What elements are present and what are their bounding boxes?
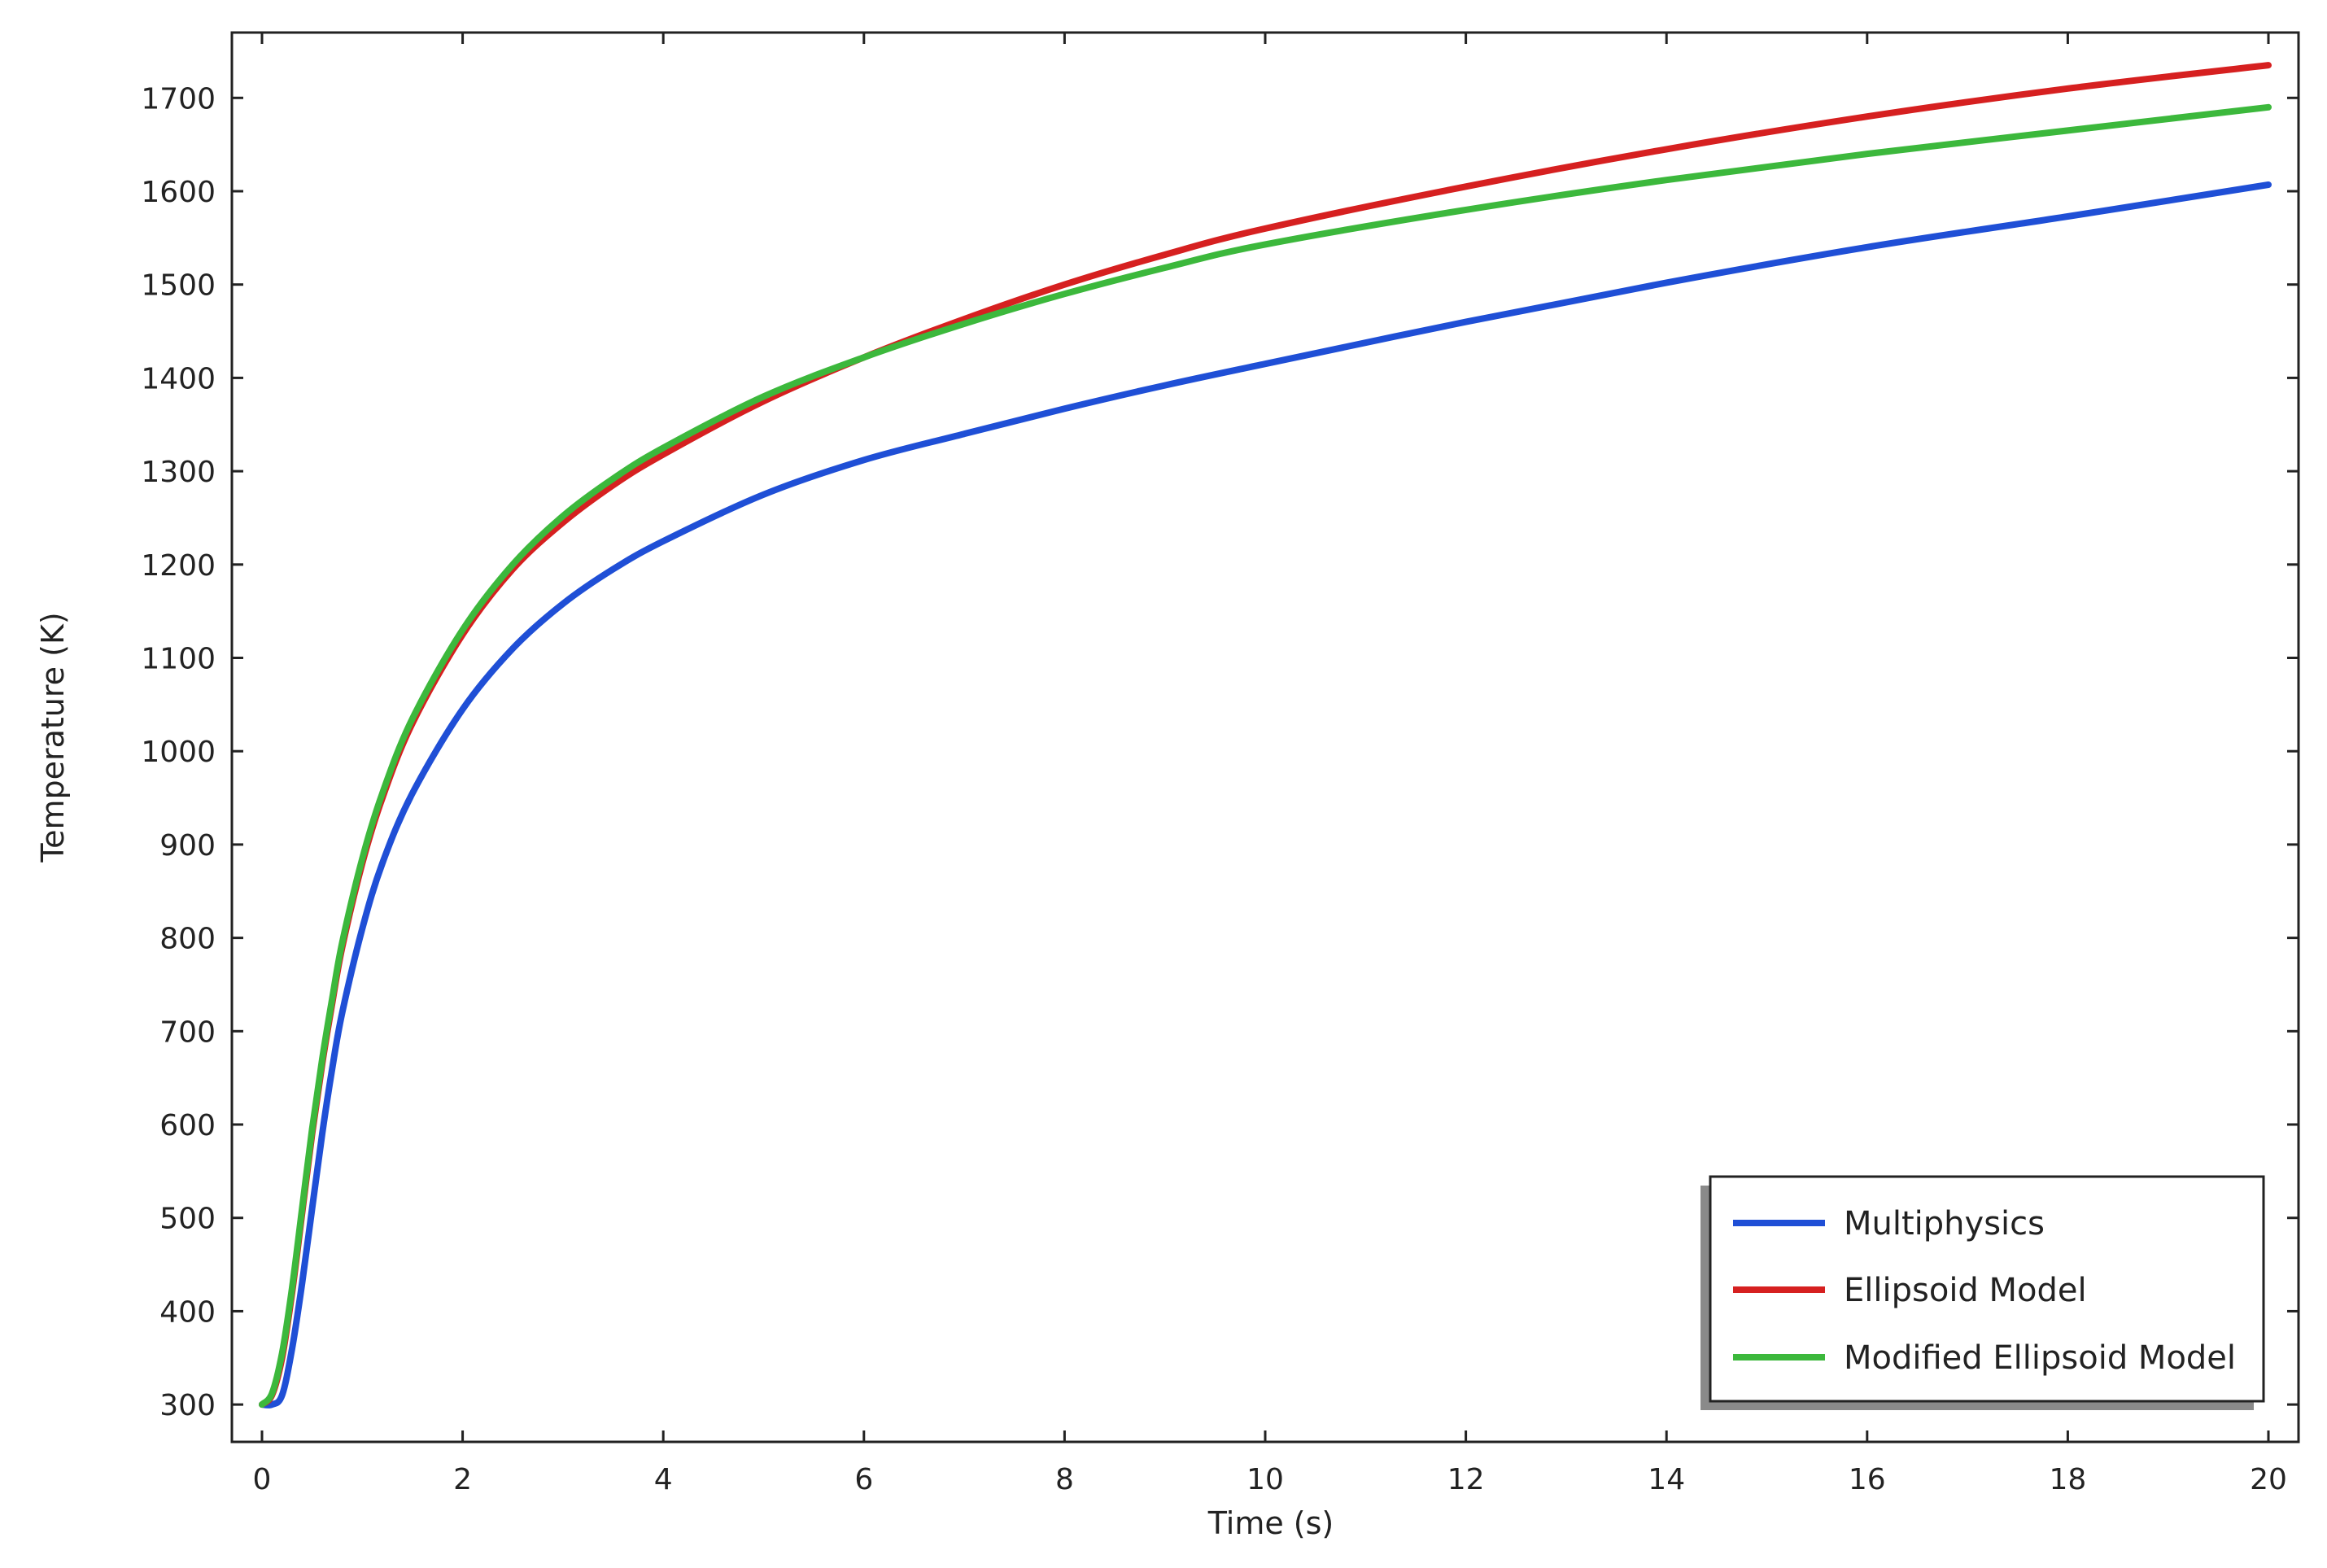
y-tick-label: 1400 — [141, 362, 216, 395]
y-tick-label: 900 — [159, 829, 216, 863]
x-tick-label: 0 — [253, 1463, 272, 1496]
y-tick-label: 800 — [159, 923, 216, 956]
x-tick-label: 4 — [654, 1463, 673, 1496]
y-tick-label: 300 — [159, 1389, 216, 1422]
y-tick-label: 1000 — [141, 736, 216, 769]
series-line-multiphysics — [259, 181, 2272, 1409]
y-tick-label: 1500 — [141, 269, 216, 303]
y-tick-label: 1300 — [141, 456, 216, 489]
y-tick-label: 600 — [159, 1109, 216, 1142]
y-tick-label: 1700 — [141, 82, 216, 116]
legend: Multiphysics Ellipsoid Model Modified Elli… — [1700, 1175, 2265, 1410]
legend-label-modified-ellipsoid-model: Modified Ellipsoid Model — [1844, 1339, 2236, 1377]
y-tick-label: 1100 — [141, 643, 216, 676]
series-lines — [259, 62, 2272, 1409]
y-tick-label: 400 — [159, 1295, 216, 1329]
y-axis-title: Temperature (K) — [35, 612, 71, 863]
x-tick-label: 12 — [1447, 1463, 1485, 1496]
y-tick-label: 500 — [159, 1203, 216, 1236]
legend-entries: Multiphysics Ellipsoid Model Modified Elli… — [1733, 1205, 2236, 1377]
legend-label-multiphysics: Multiphysics — [1844, 1205, 2045, 1243]
y-tick-label: 1200 — [141, 549, 216, 583]
ticks: 0 2 4 6 8 10 12 14 16 18 20 300 400 500 600 700 800 900 10… — [141, 33, 2299, 1496]
y-tick-label: 700 — [159, 1015, 216, 1049]
y-tick-label: 1600 — [141, 176, 216, 209]
legend-label-ellipsoid-model: Ellipsoid Model — [1844, 1272, 2087, 1309]
x-tick-label: 6 — [854, 1463, 873, 1496]
x-tick-label: 20 — [2250, 1463, 2287, 1496]
x-axis-title: Time (s) — [1207, 1505, 1334, 1541]
series-line-modified-ellipsoid-model — [259, 103, 2272, 1409]
x-tick-label: 8 — [1055, 1463, 1074, 1496]
x-tick-label: 2 — [453, 1463, 472, 1496]
x-tick-label: 14 — [1648, 1463, 1685, 1496]
x-tick-label: 18 — [2050, 1463, 2087, 1496]
x-tick-label: 16 — [1849, 1463, 1886, 1496]
x-tick-label: 10 — [1246, 1463, 1284, 1496]
